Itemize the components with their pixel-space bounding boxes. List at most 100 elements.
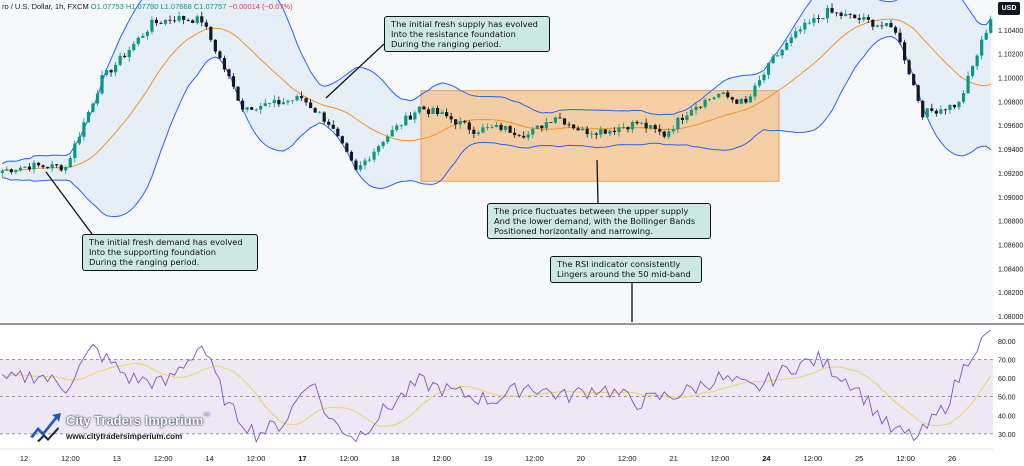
candle-body: [735, 99, 739, 104]
currency-badge[interactable]: USD: [998, 2, 1020, 15]
candle-body: [127, 50, 131, 58]
candle-body: [839, 12, 843, 16]
candle-body: [322, 112, 326, 122]
candle-body: [32, 162, 36, 170]
candle-body: [612, 130, 616, 133]
candle-body: [231, 76, 236, 87]
candle-body: [404, 115, 408, 126]
candle-body: [943, 109, 947, 111]
candle-body: [862, 17, 866, 20]
candle-body: [644, 122, 648, 129]
candle-body: [562, 118, 567, 125]
candle-body: [798, 29, 802, 32]
candle-body: [803, 22, 807, 30]
candle-body: [309, 102, 313, 109]
candle-body: [694, 106, 698, 110]
candle-body: [898, 32, 902, 43]
candle-body: [789, 37, 793, 44]
brand-name-text: City Traders Imperium: [66, 413, 204, 428]
price-tick-label: 1.08000: [998, 314, 1023, 321]
candle-body: [9, 169, 13, 173]
callout-demand-line-1: The initial fresh demand has evolved: [89, 237, 243, 247]
candle-body: [413, 112, 417, 120]
time-tick-label: 26: [948, 454, 956, 463]
candle-body: [553, 117, 558, 123]
rsi-tick-label: 60.00: [998, 376, 1016, 383]
candle-body: [182, 16, 186, 20]
candle-body: [336, 128, 340, 137]
candle-body: [408, 115, 412, 120]
callout-supply: The initial fresh supply has evolved Int…: [384, 16, 550, 52]
candle-body: [399, 125, 403, 127]
candle-body: [64, 166, 68, 171]
callout-supply-line-3: During the ranging period.: [391, 39, 502, 49]
candle-body: [395, 125, 399, 130]
candle-body: [304, 98, 308, 103]
candle-body: [590, 133, 594, 135]
candle-body: [907, 60, 911, 75]
bollinger-lower-line: [2, 35, 991, 218]
city-traders-logo-icon: [30, 413, 61, 442]
candle-body: [717, 93, 721, 98]
candle-body: [662, 131, 666, 137]
candle-body: [327, 121, 331, 125]
candle-body: [708, 99, 712, 100]
candle-body: [299, 95, 304, 99]
candle-body: [36, 162, 41, 166]
candle-body: [86, 111, 91, 123]
candle-body: [435, 108, 440, 115]
candle-body: [41, 165, 45, 167]
candle-body: [939, 109, 943, 114]
candle-body: [340, 136, 344, 144]
candle-body: [467, 122, 471, 130]
candle-body: [290, 100, 295, 102]
candle-body: [286, 100, 290, 103]
candle-body: [426, 109, 431, 114]
candle-body: [136, 37, 140, 44]
time-tick-label: 18: [391, 454, 399, 463]
candle-body: [46, 166, 50, 169]
candle-body: [834, 12, 839, 14]
price-tick-label: 1.09600: [998, 123, 1023, 130]
candle-body: [295, 95, 299, 101]
brand-name: City Traders Imperium™: [66, 413, 210, 428]
candle-body: [458, 120, 462, 125]
candle-body: [454, 119, 458, 125]
candle-body: [980, 39, 984, 56]
candle-body: [912, 74, 916, 86]
time-tick-label: 12:00: [339, 454, 358, 463]
candle-body: [114, 64, 118, 73]
candle-body: [889, 22, 893, 28]
candle-body: [884, 22, 889, 27]
price-tick-label: 1.08800: [998, 219, 1023, 226]
rsi-band-fill: [0, 359, 993, 434]
candle-body: [377, 146, 381, 152]
candle-body: [925, 108, 929, 118]
bollinger-basis-line: [2, 18, 991, 172]
rsi-tick-label: 40.00: [998, 413, 1016, 420]
candle-body: [445, 112, 449, 117]
rsi-tick-label: 50.00: [998, 395, 1016, 402]
candle-body: [141, 35, 145, 38]
candle-body: [571, 124, 576, 129]
candle-body: [549, 122, 553, 123]
candle-body: [363, 160, 367, 166]
candle-body: [948, 104, 952, 110]
candle-body: [730, 97, 734, 100]
ohlc-change: −0.00014 (−0.07%): [228, 2, 293, 11]
candle-body: [95, 93, 100, 104]
candle-body: [27, 166, 32, 170]
time-tick-label: 19: [484, 454, 492, 463]
price-tick-label: 1.10200: [998, 52, 1023, 59]
candle-body: [816, 18, 821, 19]
candle-body: [254, 109, 258, 111]
candle-body: [358, 165, 363, 170]
candle-body: [712, 97, 716, 100]
candle-body: [785, 43, 789, 50]
candle-body: [222, 58, 227, 70]
candle-body: [272, 99, 276, 104]
candle-body: [5, 169, 9, 171]
candle-body: [449, 116, 453, 120]
candle-body: [236, 86, 240, 101]
